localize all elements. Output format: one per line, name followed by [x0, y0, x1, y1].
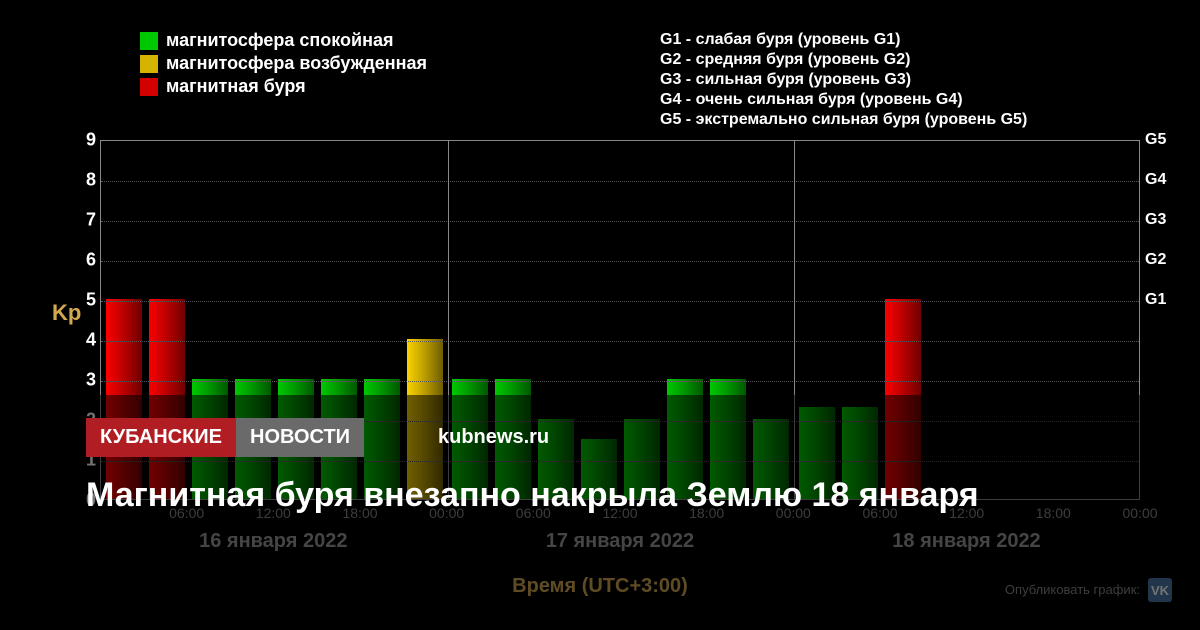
y-tick-label: 7: [86, 210, 96, 231]
right-tick-label: G5: [1145, 131, 1166, 149]
y-tick-label: 3: [86, 370, 96, 391]
grid-line: [101, 261, 1139, 262]
site-url: kubnews.ru: [438, 426, 549, 449]
legend-item: магнитосфера спокойная: [140, 30, 427, 51]
right-tick-label: G4: [1145, 171, 1166, 189]
grid-line: [101, 301, 1139, 302]
y-tick-label: 8: [86, 170, 96, 191]
badge-part1: КУБАНСКИЕ: [86, 418, 236, 457]
legend-label: магнитосфера спокойная: [166, 30, 394, 51]
grid-line: [101, 181, 1139, 182]
legend-left: магнитосфера спокойная магнитосфера возб…: [140, 30, 427, 99]
y-tick-label: 5: [86, 290, 96, 311]
legend-right: G1 - слабая буря (уровень G1) G2 - средн…: [660, 30, 1027, 130]
grid-line: [101, 341, 1139, 342]
legend-right-line: G1 - слабая буря (уровень G1): [660, 30, 1027, 50]
right-tick-label: G1: [1145, 291, 1166, 309]
y-tick-label: 6: [86, 250, 96, 271]
legend-item: магнитосфера возбужденная: [140, 53, 427, 74]
legend-right-line: G4 - очень сильная буря (уровень G4): [660, 90, 1027, 110]
legend-right-line: G5 - экстремально сильная буря (уровень …: [660, 110, 1027, 130]
source-badge: КУБАНСКИЕ НОВОСТИ: [86, 418, 364, 457]
legend-label: магнитосфера возбужденная: [166, 53, 427, 74]
y-tick-label: 4: [86, 330, 96, 351]
legend-label: магнитная буря: [166, 76, 306, 97]
legend-swatch-excited: [140, 55, 158, 73]
legend-swatch-storm: [140, 78, 158, 96]
legend-right-line: G2 - средняя буря (уровень G2): [660, 50, 1027, 70]
y-tick-label: 9: [86, 130, 96, 151]
grid-line: [101, 381, 1139, 382]
right-tick-label: G3: [1145, 211, 1166, 229]
legend-right-line: G3 - сильная буря (уровень G3): [660, 70, 1027, 90]
legend-swatch-calm: [140, 32, 158, 50]
badge-part2: НОВОСТИ: [236, 418, 364, 457]
grid-line: [101, 221, 1139, 222]
headline: Магнитная буря внезапно накрыла Землю 18…: [86, 474, 1114, 517]
legend-item: магнитная буря: [140, 76, 427, 97]
right-tick-label: G2: [1145, 251, 1166, 269]
